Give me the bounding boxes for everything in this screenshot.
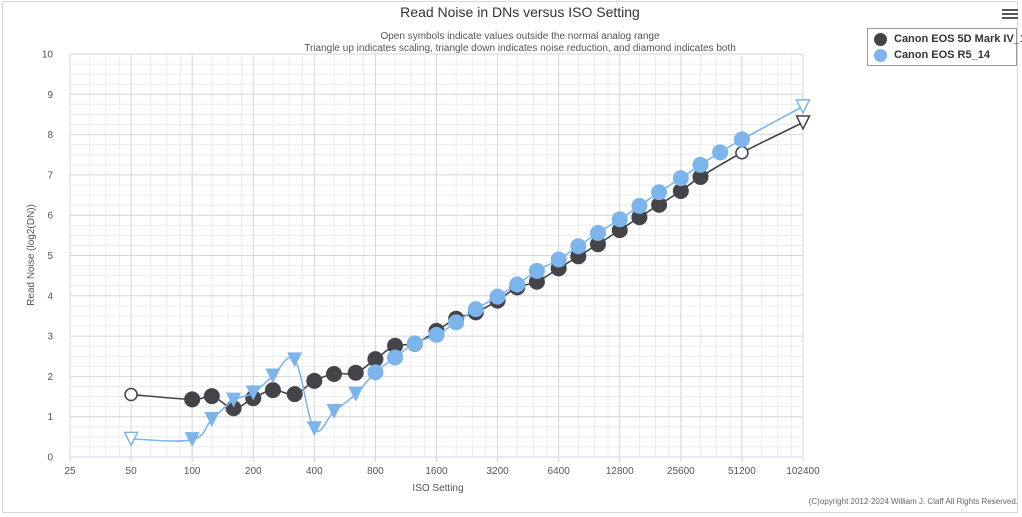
data-point-s2-iso-6400 bbox=[550, 251, 567, 268]
y-tick-label: 8 bbox=[47, 130, 53, 141]
data-point-s2-iso-12800 bbox=[611, 211, 628, 228]
copyright-notice: (C)opyright 2012-2024 William J. Claff A… bbox=[808, 497, 1018, 506]
legend-marker-5d-mark-iv bbox=[874, 32, 887, 46]
data-point-s2-iso-4000 bbox=[509, 276, 526, 293]
y-tick-label: 10 bbox=[42, 50, 54, 61]
data-point-s2-iso-500 bbox=[326, 403, 342, 419]
data-point-s1-iso-25600 bbox=[672, 183, 689, 200]
data-point-s1-iso-160 bbox=[225, 400, 242, 417]
x-tick-label: 800 bbox=[367, 466, 384, 477]
y-tick-label: 4 bbox=[47, 291, 53, 302]
data-point-s1-iso-10000 bbox=[589, 236, 606, 253]
data-point-s2-iso-1250 bbox=[406, 335, 423, 352]
data-point-s2-iso-2000 bbox=[448, 314, 465, 331]
x-tick-label: 200 bbox=[245, 466, 262, 477]
data-point-s2-iso-640 bbox=[348, 386, 364, 402]
x-tick-label: 100 bbox=[184, 466, 201, 477]
x-tick-label: 51200 bbox=[728, 466, 756, 477]
data-point-s2-iso-160 bbox=[226, 392, 242, 408]
x-tick-label: 102400 bbox=[786, 466, 820, 477]
data-point-s1-iso-1000 bbox=[387, 337, 404, 354]
data-point-s2-iso-200 bbox=[245, 385, 261, 401]
data-point-s1-iso-250 bbox=[264, 382, 281, 399]
data-point-s2-iso-320 bbox=[287, 352, 303, 368]
data-point-s1-iso-640 bbox=[347, 364, 364, 381]
data-point-s1-iso-800 bbox=[367, 351, 384, 368]
data-point-s2-iso-125 bbox=[204, 412, 220, 428]
data-point-s1-iso-100 bbox=[184, 391, 201, 408]
data-point-s2-iso-16000 bbox=[631, 197, 648, 214]
x-tick-label: 400 bbox=[306, 466, 323, 477]
x-tick-label: 25 bbox=[64, 466, 76, 477]
data-point-s1-iso-16000 bbox=[631, 209, 648, 226]
data-point-s1-iso-51200 bbox=[735, 145, 749, 160]
data-point-s2-iso-40000 bbox=[712, 144, 729, 161]
data-point-s1-iso-20000 bbox=[651, 196, 668, 213]
y-tick-label: 3 bbox=[47, 332, 53, 343]
x-tick-label: 12800 bbox=[606, 466, 634, 477]
data-point-s2-iso-25600 bbox=[672, 170, 689, 187]
data-point-s2-iso-2500 bbox=[467, 301, 484, 318]
legend-label-r5: Canon EOS R5_14 bbox=[894, 49, 990, 61]
y-axis-label: Read Noise (log2(DN)) bbox=[26, 204, 37, 306]
data-point-s2-iso-250 bbox=[265, 368, 281, 384]
data-point-s2-iso-102400 bbox=[795, 99, 811, 115]
data-point-s2-iso-5000 bbox=[528, 262, 545, 279]
y-tick-label: 7 bbox=[47, 170, 53, 181]
legend-item-r5[interactable]: Canon EOS R5_14 bbox=[874, 47, 990, 63]
legend-marker-r5 bbox=[874, 48, 887, 62]
data-point-s1-iso-102400 bbox=[795, 115, 811, 131]
hamburger-menu-icon[interactable] bbox=[1002, 7, 1018, 21]
legend-label-5d-mark-iv: Canon EOS 5D Mark IV_14 bbox=[894, 33, 1022, 45]
chart-legend: Canon EOS 5D Mark IV_14 Canon EOS R5_14 bbox=[867, 28, 1022, 66]
chart-subtitle-line-2: Triangle up indicates scaling, triangle … bbox=[304, 43, 736, 54]
series-layer bbox=[123, 99, 811, 448]
x-axis-label: ISO Setting bbox=[412, 483, 463, 494]
data-point-s2-iso-32000 bbox=[692, 156, 709, 173]
x-tick-label: 6400 bbox=[548, 466, 571, 477]
data-point-s1-iso-320 bbox=[286, 386, 303, 403]
x-tick-label: 1600 bbox=[425, 466, 448, 477]
y-tick-label: 6 bbox=[47, 211, 53, 222]
data-point-s2-iso-50 bbox=[123, 431, 139, 448]
data-point-s1-iso-125 bbox=[203, 388, 220, 405]
y-tick-label: 1 bbox=[47, 412, 53, 423]
data-point-s1-iso-400 bbox=[306, 372, 323, 389]
data-point-s2-iso-100 bbox=[184, 432, 200, 448]
data-point-s2-iso-1600 bbox=[428, 326, 445, 343]
data-point-s2-iso-51200 bbox=[733, 131, 750, 148]
data-point-s1-iso-50 bbox=[124, 387, 138, 402]
chart-title: Read Noise in DNs versus ISO Setting bbox=[400, 4, 640, 20]
data-point-s2-iso-400 bbox=[306, 421, 322, 437]
data-point-s2-iso-20000 bbox=[651, 184, 668, 201]
data-point-s1-iso-500 bbox=[325, 365, 342, 382]
y-tick-label: 9 bbox=[47, 90, 53, 101]
series-line-2 bbox=[131, 105, 804, 442]
y-tick-label: 5 bbox=[47, 251, 53, 262]
x-tick-label: 25600 bbox=[667, 466, 695, 477]
legend-item-5d-mark-iv[interactable]: Canon EOS 5D Mark IV_14 bbox=[874, 31, 1022, 47]
data-point-s2-iso-10000 bbox=[589, 224, 606, 241]
data-point-s2-iso-8000 bbox=[570, 238, 587, 255]
chart-subtitle-line-1: Open symbols indicate values outside the… bbox=[380, 31, 659, 42]
axes: 25 50 100 200 400 800 1600 3200 6400 12800 25600 51… bbox=[42, 50, 820, 478]
data-point-s2-iso-3200 bbox=[489, 288, 506, 305]
y-tick-label: 0 bbox=[47, 453, 53, 464]
x-tick-label: 3200 bbox=[486, 466, 509, 477]
data-point-s2-iso-1000 bbox=[387, 349, 404, 366]
data-point-s1-iso-32000 bbox=[692, 168, 709, 185]
x-tick-label: 50 bbox=[126, 466, 138, 477]
data-point-s2-iso-800 bbox=[367, 364, 384, 381]
y-tick-label: 2 bbox=[47, 372, 53, 383]
